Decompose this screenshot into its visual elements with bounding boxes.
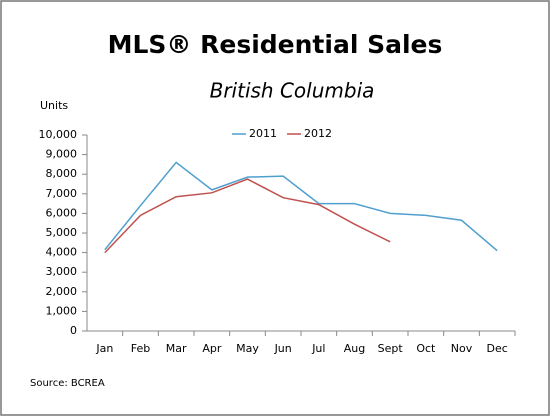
series-line	[104, 178, 391, 254]
x-tick-label: Dec	[487, 342, 508, 355]
x-tick-label: Apr	[202, 342, 222, 355]
x-tick-label: Nov	[451, 342, 473, 355]
y-tick-label: 5,000	[46, 226, 78, 239]
y-tick-label: 6,000	[46, 206, 78, 219]
y-tick-label: 10,000	[39, 128, 78, 141]
x-tick-label: Oct	[416, 342, 436, 355]
x-tick-label: Jul	[311, 342, 325, 355]
x-tick-label: May	[236, 342, 259, 355]
chart-title: MLS® Residential Sales	[108, 30, 443, 59]
chart-subtitle: British Columbia	[210, 79, 375, 103]
y-tick-label: 7,000	[46, 187, 78, 200]
source-note: Source: BCREA	[30, 378, 105, 389]
y-tick-label: 2,000	[46, 285, 78, 298]
y-tick-label: 0	[70, 324, 77, 337]
series-line	[104, 161, 498, 252]
legend-label: 2012	[304, 127, 332, 140]
legend-label: 2011	[249, 127, 277, 140]
y-axis-label: Units	[40, 99, 68, 112]
y-tick-label: 9,000	[46, 148, 78, 161]
x-tick-label: Jun	[274, 342, 292, 355]
y-tick-label: 4,000	[46, 246, 78, 259]
x-tick-label: Jan	[95, 342, 113, 355]
y-tick-label: 3,000	[46, 265, 78, 278]
x-tick-label: Feb	[131, 342, 150, 355]
x-tick-label: Aug	[344, 342, 365, 355]
y-tick-label: 1,000	[46, 304, 78, 317]
x-tick-label: Sept	[378, 342, 404, 355]
x-tick-label: Mar	[166, 342, 187, 355]
y-tick-label: 8,000	[46, 167, 78, 180]
